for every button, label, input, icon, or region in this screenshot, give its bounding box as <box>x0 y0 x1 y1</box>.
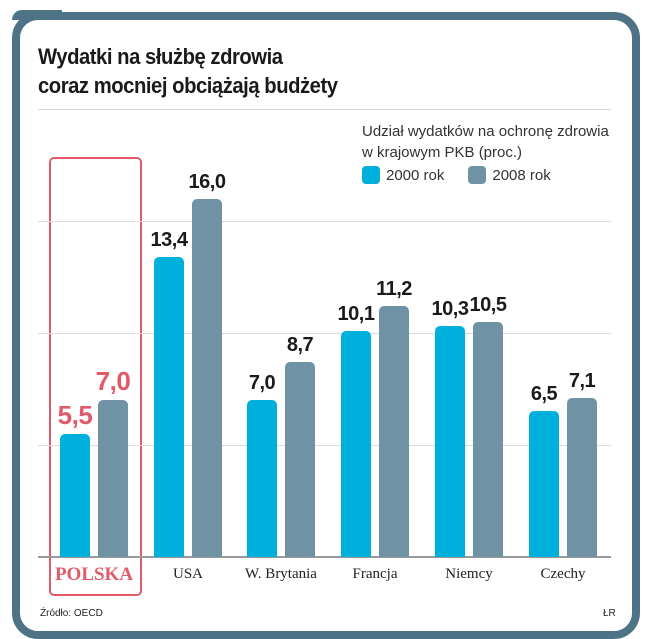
bar-polska-2008 <box>98 400 128 557</box>
author-credit: ŁR <box>603 608 616 619</box>
category-label: USA <box>172 566 203 582</box>
category-label: Francja <box>352 566 398 582</box>
legend-label-2008: 2008 rok <box>492 166 551 184</box>
title-line-1: Wydatki na służbę zdrowia <box>38 44 283 69</box>
value-label: 8,7 <box>286 334 314 357</box>
legend-item-2000: 2000 rok <box>362 166 444 184</box>
bar-w-brytania-2008 <box>285 362 315 557</box>
chart-title: Wydatki na służbę zdrowia coraz mocniej … <box>38 42 338 100</box>
bar-francja-2000 <box>341 330 371 557</box>
x-axis-baseline <box>38 556 611 558</box>
polska-highlight-box <box>49 157 142 596</box>
gridline <box>38 445 611 446</box>
value-label: 10,1 <box>337 302 375 325</box>
legend-swatch-2000 <box>362 166 380 184</box>
value-label: 10,5 <box>469 293 507 316</box>
legend-title-line-1: Udział wydatków na ochronę zdrowia <box>362 123 609 140</box>
value-label: 7,1 <box>568 369 596 392</box>
bar-w-brytania-2000 <box>247 400 277 557</box>
category-label: W. Brytania <box>245 566 317 582</box>
gridline <box>38 333 611 334</box>
gridline <box>38 221 611 222</box>
value-label: 5,5 <box>57 399 93 430</box>
bar-usa-2008 <box>192 198 222 557</box>
value-label: 6,5 <box>530 383 558 406</box>
category-label: Czechy <box>540 566 586 582</box>
frame-accent <box>12 10 62 20</box>
bar-czechy-2000 <box>529 411 559 557</box>
bar-usa-2000 <box>154 256 184 557</box>
legend: 2000 rok 2008 rok <box>362 166 575 184</box>
value-label: 11,2 <box>376 278 412 301</box>
legend-title: Udział wydatków na ochronę zdrowia w kra… <box>362 121 609 163</box>
value-label: 10,3 <box>431 298 469 321</box>
bar-polska-2000 <box>60 433 90 557</box>
plot-area: 5,5 7,0 13,4 16,0 7,0 8,7 10,1 11,2 10,3 10,5 6,5 7… <box>38 140 611 558</box>
legend-title-line-2: w krajowym PKB (proc.) <box>362 144 523 161</box>
value-label: 7,0 <box>248 372 276 395</box>
title-line-2: coraz mocniej obciążają budżety <box>38 73 338 98</box>
bar-niemcy-2000 <box>435 326 465 557</box>
legend-swatch-2008 <box>468 166 487 184</box>
value-label: 7,0 <box>95 366 131 397</box>
legend-label-2000: 2000 rok <box>386 166 445 184</box>
source-note: Źródło: OECD <box>40 608 103 619</box>
bar-niemcy-2008 <box>473 321 503 557</box>
bar-czechy-2008 <box>567 397 597 557</box>
category-label: POLSKA <box>54 564 134 585</box>
title-divider <box>38 109 611 110</box>
legend-item-2008: 2008 rok <box>468 166 551 184</box>
value-label: 16,0 <box>188 170 226 193</box>
bar-francja-2008 <box>379 306 409 557</box>
value-label: 13,4 <box>150 228 188 251</box>
category-label: Niemcy <box>445 566 493 582</box>
